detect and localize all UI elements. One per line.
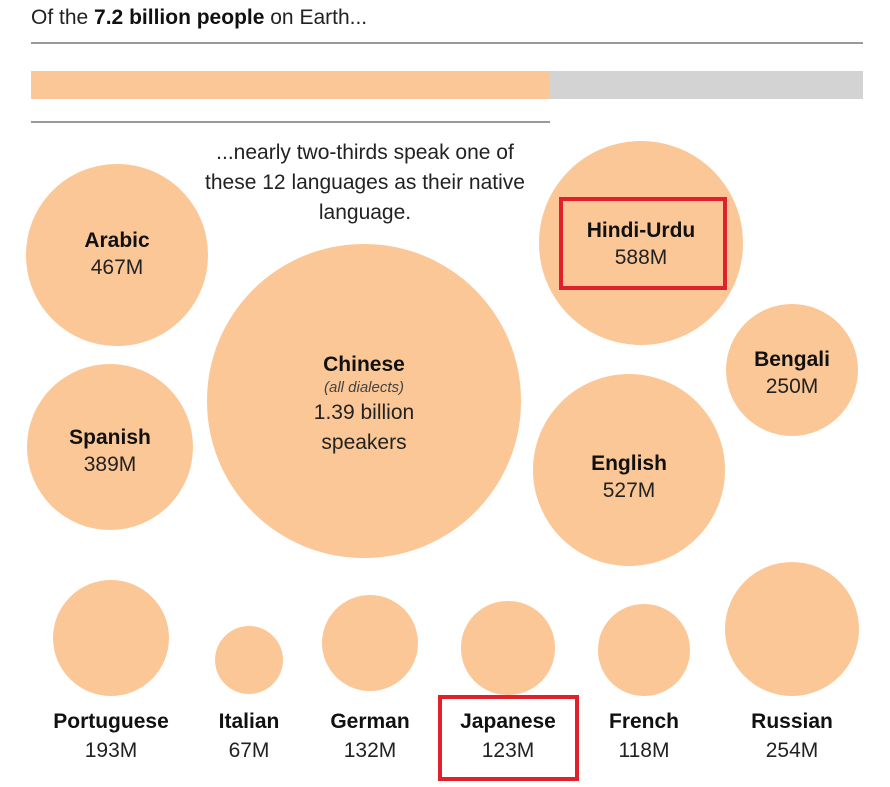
label-french: French 118M <box>609 708 679 766</box>
bubble-hindi-urdu <box>539 141 743 345</box>
language-name: German <box>330 710 410 733</box>
label-chinese: Chinese (all dialects) 1.39 billion speake… <box>294 352 434 458</box>
top-divider <box>31 42 863 44</box>
mid-divider <box>31 121 550 123</box>
speaker-count: 123M <box>481 739 535 762</box>
language-name: French <box>608 710 680 733</box>
bubble-german <box>321 594 419 692</box>
label-spanish: Spanish 389M <box>69 425 151 479</box>
highlight-box-hindi-urdu <box>559 197 727 290</box>
language-note: (all dialects) <box>323 379 405 396</box>
bubble-japanese <box>461 601 555 695</box>
label-arabic: Arabic 467M <box>84 228 149 282</box>
speaker-count: 250M <box>765 375 819 398</box>
headline-emphasis: 7.2 billion people <box>94 6 265 29</box>
language-name: English <box>591 452 667 475</box>
label-german: German 132M <box>330 708 409 766</box>
label-english: English 527M <box>591 451 667 505</box>
share-bar-fill <box>31 71 551 99</box>
language-name: Portuguese <box>53 710 169 733</box>
headline-prefix: Of the <box>31 6 89 29</box>
headline-suffix: on Earth... <box>270 6 368 29</box>
language-name: Bengali <box>754 348 830 371</box>
headline: Of the 7.2 billion people on Earth... <box>31 6 367 30</box>
share-bar <box>31 71 863 99</box>
bubble-chinese <box>207 244 521 558</box>
speaker-count: 254M <box>765 739 819 762</box>
label-italian: Italian 67M <box>219 708 280 766</box>
bubble-italian <box>214 625 284 695</box>
bubble-english <box>532 373 726 567</box>
speaker-count: 1.39 billion speakers <box>313 401 415 454</box>
bubble-french <box>598 604 690 696</box>
bubble-portuguese <box>52 579 170 697</box>
bubble-bengali <box>725 303 859 437</box>
language-name: Russian <box>751 710 833 733</box>
label-hindi-urdu: Hindi-Urdu 588M <box>587 218 695 272</box>
language-name: Hindi-Urdu <box>586 219 696 242</box>
speaker-count: 527M <box>602 479 656 502</box>
language-name: Italian <box>218 710 280 733</box>
language-name: Chinese <box>323 353 405 376</box>
label-russian: Russian 254M <box>751 708 833 766</box>
label-portuguese: Portuguese 193M <box>53 708 169 766</box>
language-name: Japanese <box>460 710 556 733</box>
speaker-count: 588M <box>614 246 668 269</box>
bubble-spanish <box>27 364 193 530</box>
language-name: Spanish <box>69 426 151 449</box>
speaker-count: 132M <box>343 739 397 762</box>
subtitle: ...nearly two-thirds speak one of these … <box>205 141 525 224</box>
label-bengali: Bengali 250M <box>754 347 830 401</box>
speaker-count: 67M <box>228 739 270 762</box>
highlight-box-japanese <box>438 695 579 781</box>
label-japanese: Japanese 123M <box>460 708 556 766</box>
language-name: Arabic <box>84 229 150 252</box>
bubble-russian <box>725 562 859 696</box>
speaker-count: 467M <box>90 256 144 279</box>
speaker-count: 193M <box>84 739 138 762</box>
speaker-count: 389M <box>83 453 137 476</box>
bubble-arabic <box>26 164 208 346</box>
speaker-count: 118M <box>618 739 670 762</box>
